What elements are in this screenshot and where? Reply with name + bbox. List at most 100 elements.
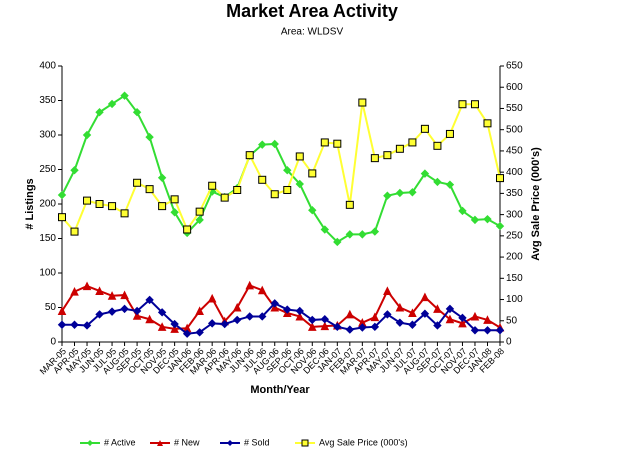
marker bbox=[470, 311, 480, 321]
marker bbox=[496, 174, 504, 183]
marker bbox=[458, 100, 467, 109]
legend-marker bbox=[301, 439, 309, 447]
marker bbox=[333, 322, 342, 332]
marker bbox=[258, 175, 267, 184]
y-tick-label: 300 bbox=[39, 130, 56, 141]
y2-tick-label: 650 bbox=[506, 61, 523, 72]
marker bbox=[232, 302, 242, 312]
marker bbox=[70, 227, 79, 236]
marker bbox=[195, 328, 204, 337]
legend-label: Avg Sale Price (000's) bbox=[319, 437, 408, 447]
marker bbox=[270, 139, 279, 149]
marker bbox=[283, 305, 292, 314]
marker bbox=[370, 227, 380, 236]
marker bbox=[320, 321, 330, 331]
marker bbox=[458, 313, 467, 323]
marker bbox=[483, 315, 492, 324]
marker bbox=[320, 315, 330, 324]
legend-marker bbox=[227, 440, 233, 446]
marker bbox=[358, 98, 367, 107]
marker bbox=[258, 312, 267, 321]
marker bbox=[433, 321, 442, 330]
legend-label: # New bbox=[174, 437, 200, 447]
marker bbox=[245, 151, 254, 160]
y2-tick-label: 200 bbox=[506, 252, 523, 263]
marker bbox=[420, 169, 430, 178]
marker bbox=[120, 290, 129, 300]
marker bbox=[295, 306, 304, 316]
marker bbox=[458, 318, 467, 328]
marker bbox=[383, 151, 392, 160]
marker bbox=[220, 319, 229, 329]
marker bbox=[207, 319, 217, 328]
marker bbox=[145, 314, 154, 324]
marker bbox=[283, 165, 292, 175]
marker bbox=[195, 306, 204, 315]
legend-marker bbox=[157, 440, 163, 446]
chart-subtitle: Area: WLDSV bbox=[281, 27, 344, 38]
marker bbox=[145, 185, 154, 194]
marker bbox=[470, 215, 480, 225]
marker bbox=[132, 311, 142, 320]
marker bbox=[345, 325, 355, 334]
marker bbox=[433, 304, 442, 313]
y2-tick-label: 150 bbox=[506, 273, 523, 284]
marker bbox=[483, 119, 492, 128]
marker bbox=[320, 138, 329, 147]
marker bbox=[70, 165, 79, 175]
marker bbox=[295, 179, 304, 189]
marker bbox=[145, 132, 154, 142]
y-tick-label: 100 bbox=[39, 268, 56, 279]
marker bbox=[83, 196, 92, 205]
marker bbox=[495, 326, 505, 335]
marker bbox=[295, 311, 305, 321]
marker bbox=[120, 304, 129, 314]
marker bbox=[120, 209, 129, 218]
marker bbox=[395, 188, 405, 198]
marker bbox=[345, 200, 354, 209]
marker bbox=[107, 291, 117, 300]
marker bbox=[420, 292, 430, 302]
marker bbox=[108, 202, 117, 211]
marker bbox=[82, 281, 92, 291]
legend-label: # Sold bbox=[244, 437, 270, 447]
marker bbox=[58, 213, 66, 222]
marker bbox=[145, 295, 154, 305]
chart-title: Market Area Activity bbox=[226, 1, 398, 21]
x-axis-title: Month/Year bbox=[250, 384, 310, 396]
marker bbox=[333, 139, 342, 148]
marker bbox=[395, 144, 404, 153]
marker bbox=[82, 321, 92, 330]
marker bbox=[408, 308, 417, 318]
marker bbox=[157, 308, 167, 317]
marker bbox=[395, 302, 405, 312]
marker bbox=[132, 108, 142, 117]
marker bbox=[158, 202, 167, 211]
marker bbox=[57, 320, 67, 329]
y-tick-label: 400 bbox=[39, 61, 56, 72]
y2-tick-label: 400 bbox=[506, 167, 523, 178]
marker bbox=[333, 237, 342, 247]
y2-tick-label: 300 bbox=[506, 209, 523, 220]
y2-tick-label: 600 bbox=[506, 82, 523, 93]
marker bbox=[420, 309, 430, 318]
legend-label: # Active bbox=[104, 437, 136, 447]
marker bbox=[120, 91, 129, 100]
marker bbox=[95, 286, 104, 295]
marker bbox=[445, 129, 454, 138]
y-axis-title: # Listings bbox=[24, 178, 36, 229]
marker bbox=[470, 326, 480, 335]
marker bbox=[195, 207, 204, 216]
marker bbox=[232, 315, 242, 325]
marker bbox=[95, 108, 104, 117]
marker bbox=[270, 299, 279, 308]
marker bbox=[308, 169, 317, 178]
y2-axis-title: Avg Sale Price (000's) bbox=[530, 147, 542, 261]
marker bbox=[183, 225, 192, 234]
marker bbox=[433, 141, 442, 150]
marker bbox=[433, 177, 442, 187]
marker bbox=[370, 322, 380, 332]
marker bbox=[207, 293, 217, 303]
marker bbox=[170, 208, 179, 217]
